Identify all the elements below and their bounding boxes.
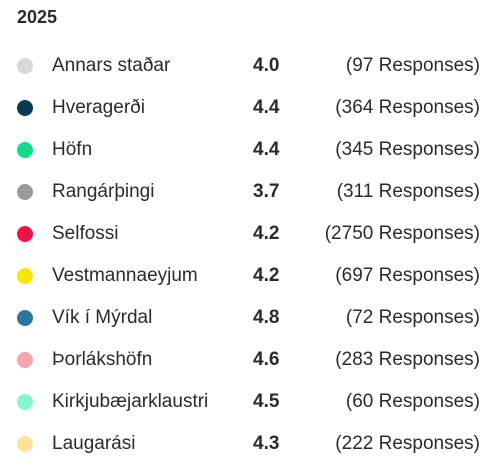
legend-row[interactable]: Þorlákshöfn 4.6 (283 Responses) <box>0 339 503 381</box>
score-value: 4.4 <box>253 97 280 118</box>
score-value: 4.6 <box>253 349 280 370</box>
year-heading: 2025 <box>17 7 58 27</box>
response-count: (97 Responses) <box>345 55 480 76</box>
response-count: (697 Responses) <box>335 265 480 286</box>
legend-row[interactable]: Vestmannaeyjum 4.2 (697 Responses) <box>0 255 503 297</box>
response-count: (222 Responses) <box>335 433 480 454</box>
location-label: Vestmannaeyjum <box>52 265 198 286</box>
response-count: (283 Responses) <box>335 349 480 370</box>
response-count: (311 Responses) <box>336 181 480 202</box>
legend-row[interactable]: Vík í Mýrdal 4.8 (72 Responses) <box>0 297 503 339</box>
color-dot-icon <box>17 394 33 410</box>
color-dot-icon <box>17 352 33 368</box>
score-value: 4.4 <box>253 139 280 160</box>
score-value: 4.2 <box>253 265 280 286</box>
color-dot-icon <box>17 58 33 74</box>
legend-row[interactable]: Annars staðar 4.0 (97 Responses) <box>0 45 503 87</box>
score-value: 4.0 <box>253 55 280 76</box>
legend-row[interactable]: Rangárþingi 3.7 (311 Responses) <box>0 171 503 213</box>
score-value: 4.8 <box>253 307 280 328</box>
score-value: 4.3 <box>253 433 280 454</box>
response-count: (364 Responses) <box>335 97 480 118</box>
location-label: Laugarási <box>52 433 136 454</box>
location-label: Annars staðar <box>52 55 171 76</box>
location-label: Kirkjubæjarklaustri <box>52 391 209 412</box>
response-count: (2750 Responses) <box>324 223 480 244</box>
location-label: Rangárþingi <box>52 181 155 202</box>
color-dot-icon <box>17 268 33 284</box>
location-label: Hveragerði <box>52 97 145 118</box>
color-dot-icon <box>17 100 33 116</box>
color-dot-icon <box>17 436 33 452</box>
response-count: (72 Responses) <box>345 307 480 328</box>
location-label: Selfossi <box>52 223 119 244</box>
score-value: 3.7 <box>253 181 280 202</box>
location-label: Þorlákshöfn <box>52 349 153 370</box>
legend-row[interactable]: Laugarási 4.3 (222 Responses) <box>0 423 503 465</box>
location-label: Höfn <box>52 139 93 160</box>
color-dot-icon <box>17 142 33 158</box>
color-dot-icon <box>17 310 33 326</box>
legend-row[interactable]: Hveragerði 4.4 (364 Responses) <box>0 87 503 129</box>
color-dot-icon <box>17 184 33 200</box>
response-count: (60 Responses) <box>345 391 480 412</box>
legend-row[interactable]: Selfossi 4.2 (2750 Responses) <box>0 213 503 255</box>
legend-row[interactable]: Kirkjubæjarklaustri 4.5 (60 Responses) <box>0 381 503 423</box>
score-value: 4.2 <box>253 223 280 244</box>
legend-row[interactable]: Höfn 4.4 (345 Responses) <box>0 129 503 171</box>
legend-list: Annars staðar 4.0 (97 Responses) Hverage… <box>0 45 503 465</box>
location-label: Vík í Mýrdal <box>52 307 153 328</box>
color-dot-icon <box>17 226 33 242</box>
response-count: (345 Responses) <box>335 139 480 160</box>
score-value: 4.5 <box>253 391 280 412</box>
